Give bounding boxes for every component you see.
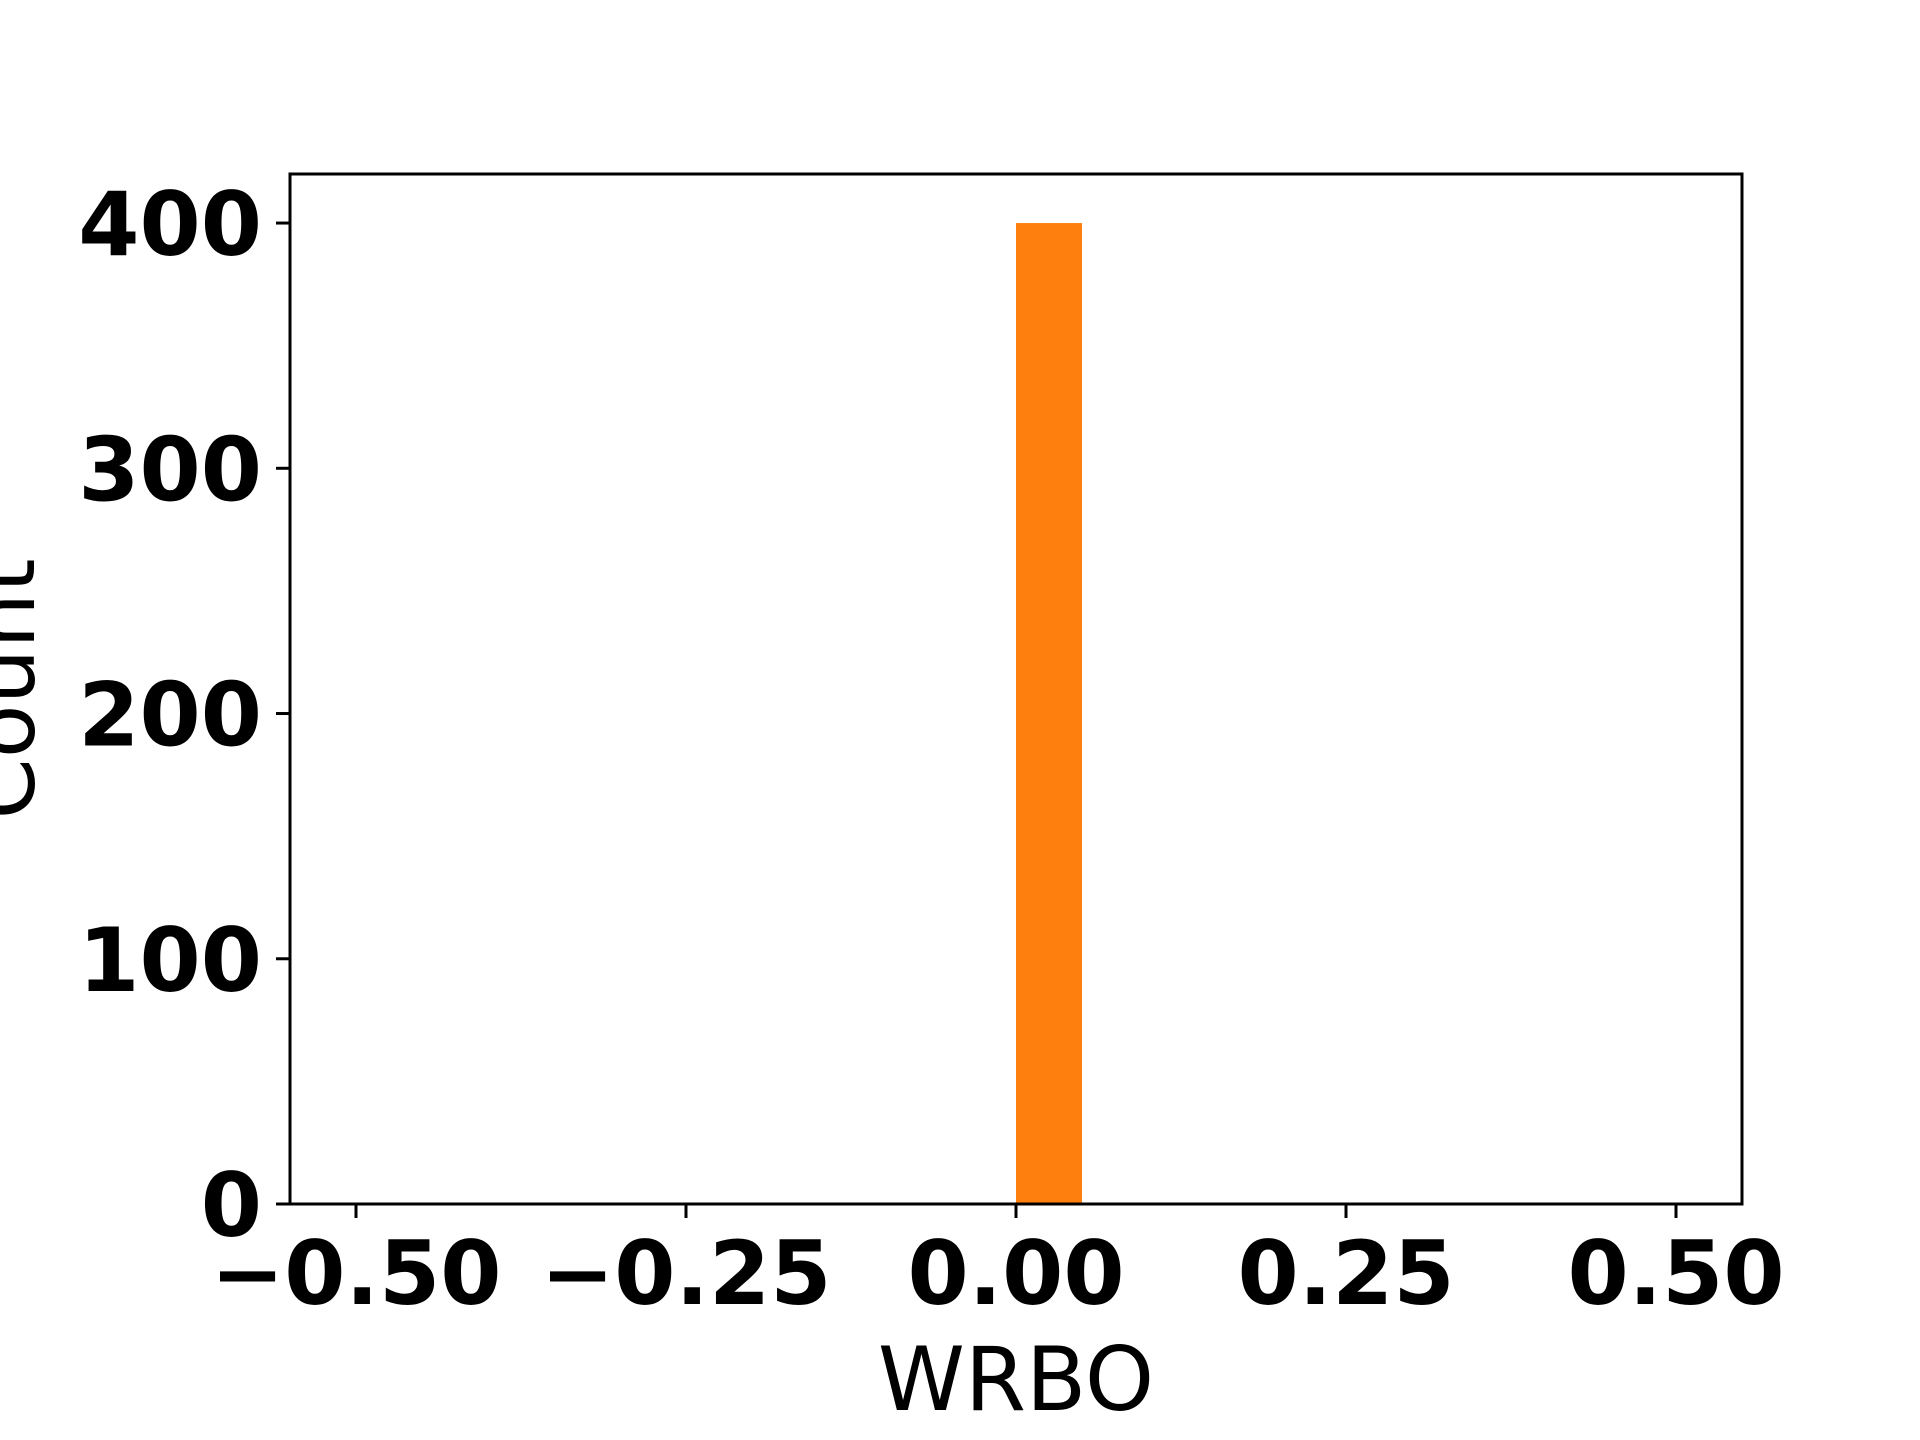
x-tick-label: 0.50 — [1567, 1222, 1784, 1325]
x-ticks-group: −0.50 −0.25 0.00 0.25 0.50 — [211, 1204, 1785, 1325]
bars-group — [1016, 223, 1082, 1205]
plot-frame — [288, 172, 1744, 1206]
x-tick-label: −0.50 — [211, 1222, 502, 1325]
x-tick-label: −0.25 — [541, 1222, 832, 1325]
y-axis-label: Count — [0, 558, 55, 819]
y-tick-label: 400 — [78, 173, 262, 276]
x-tick-label: 0.00 — [907, 1222, 1124, 1325]
y-tick-label: 200 — [78, 664, 262, 767]
y-ticks-group: 0 100 200 300 400 — [78, 173, 290, 1257]
y-tick-label: 100 — [78, 909, 262, 1012]
x-tick-label: 0.25 — [1237, 1222, 1454, 1325]
histogram-bar-0 — [1016, 223, 1082, 1205]
y-tick-label: 0 — [201, 1154, 262, 1257]
x-axis-label: WRBO — [878, 1328, 1154, 1431]
y-tick-label: 300 — [78, 418, 262, 521]
